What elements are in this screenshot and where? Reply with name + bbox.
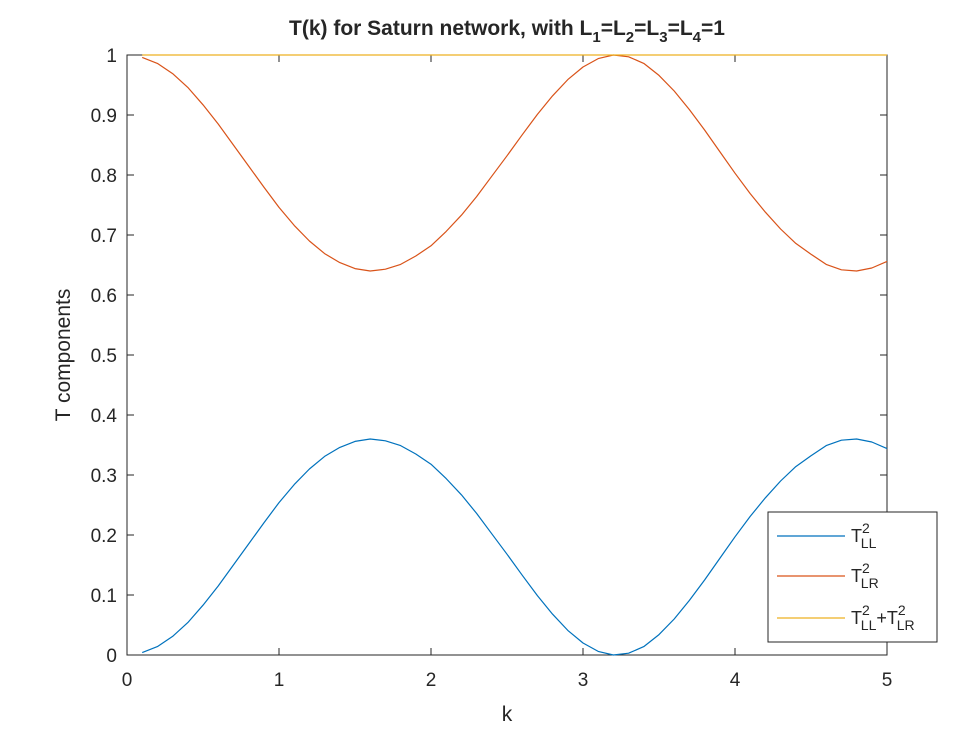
y-tick-label: 0.7 bbox=[91, 226, 117, 247]
series-line-tlr bbox=[141, 54, 888, 272]
y-tick-label: 1 bbox=[106, 46, 117, 67]
y-tick-label: 0 bbox=[106, 646, 117, 667]
y-tick-label: 0.6 bbox=[91, 286, 117, 307]
x-axis-ticks: 0 1 2 3 4 5 bbox=[122, 55, 893, 691]
y-tick-label: 0.3 bbox=[91, 466, 117, 487]
y-tick-label: 0.1 bbox=[91, 586, 117, 607]
legend-label-tll: T2 LL bbox=[851, 520, 877, 551]
y-axis-ticks: 0 0.1 0.2 0.3 0.4 0.5 0.6 0.7 0.8 0.9 1 bbox=[91, 46, 887, 667]
legend: T2 LL T2 LR T2 LL+T2 LR bbox=[767, 511, 938, 643]
y-tick-label: 0.2 bbox=[91, 526, 117, 547]
y-tick-label: 0.8 bbox=[91, 166, 117, 187]
chart-title: T(k) for Saturn network, with L1=L2=L3=L… bbox=[289, 17, 725, 46]
series-lines bbox=[141, 54, 888, 656]
x-tick-label: 4 bbox=[730, 670, 741, 691]
y-tick-label: 0.4 bbox=[91, 406, 118, 427]
x-tick-label: 1 bbox=[274, 670, 285, 691]
x-tick-label: 3 bbox=[578, 670, 589, 691]
legend-label-tlr: T2 LR bbox=[851, 560, 879, 591]
y-tick-label: 0.5 bbox=[91, 346, 117, 367]
x-tick-label: 0 bbox=[122, 670, 133, 691]
legend-box bbox=[767, 511, 938, 643]
legend-label-sum: T2 LL+T2 LR bbox=[851, 602, 915, 633]
y-axis-label: T components bbox=[52, 289, 75, 422]
y-tick-label: 0.9 bbox=[91, 106, 117, 127]
series-line-tll bbox=[141, 438, 888, 656]
x-tick-label: 5 bbox=[882, 670, 893, 691]
x-axis-label: k bbox=[502, 703, 513, 726]
x-tick-label: 2 bbox=[426, 670, 437, 691]
